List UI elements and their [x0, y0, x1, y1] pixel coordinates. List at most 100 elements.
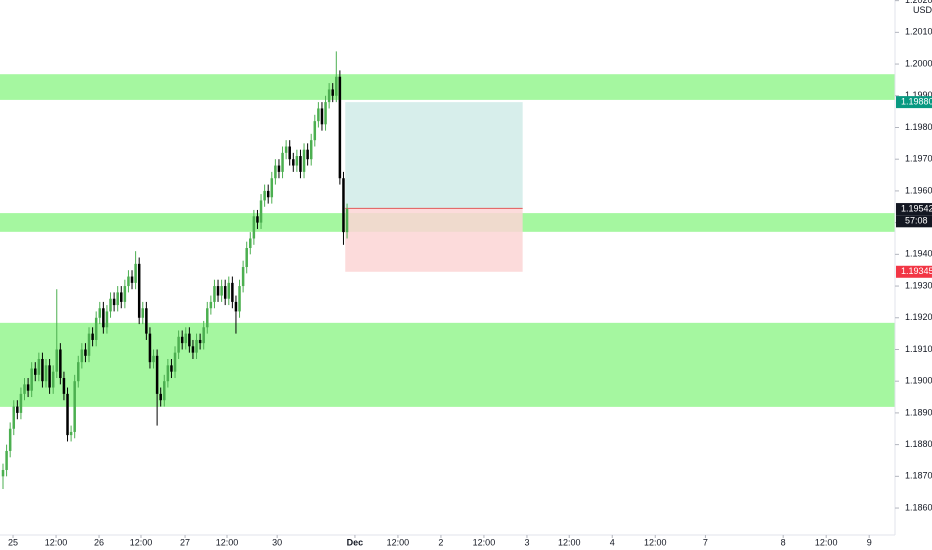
price-label-box: [896, 265, 932, 278]
candle-body: [55, 349, 59, 372]
x-tick-label: 12:00: [130, 537, 153, 547]
y-tick-label: 1.19200: [905, 312, 932, 322]
y-tick-label: 1.19800: [905, 122, 932, 132]
candle-body: [16, 406, 19, 413]
candle-body: [69, 431, 73, 436]
candle-body: [141, 308, 145, 318]
candle-body: [281, 152, 284, 172]
zone: [0, 322, 895, 407]
candle-body: [130, 276, 134, 283]
candle-body: [91, 333, 94, 340]
candle-body: [77, 362, 80, 382]
x-tick-label: 25: [8, 537, 18, 547]
candle-body: [41, 358, 44, 382]
candle-body: [213, 286, 216, 302]
y-tick-label: 1.19400: [905, 249, 932, 259]
candle-body: [105, 311, 109, 328]
candle-body: [163, 381, 166, 401]
x-tick-label: 27: [180, 537, 190, 547]
price-label-box: [896, 203, 932, 216]
y-tick-label: 1.19100: [905, 344, 932, 354]
candle-body: [155, 355, 159, 394]
candle-body: [302, 149, 306, 172]
candle-body: [23, 384, 26, 394]
candle-body: [145, 308, 148, 334]
candle-body: [266, 190, 270, 198]
candle-body: [309, 140, 313, 160]
candle-body: [116, 292, 119, 306]
candle-body: [335, 76, 338, 96]
candle-body: [84, 349, 87, 356]
countdown: 57:08: [905, 216, 928, 226]
price-label-box: [896, 96, 932, 109]
y-tick-label: 1.18600: [905, 502, 932, 512]
candle-body: [259, 200, 263, 223]
y-tick-label: 1.19300: [905, 280, 932, 290]
candle-body: [324, 102, 327, 125]
candle-body: [320, 108, 324, 125]
candle-body: [152, 355, 155, 363]
countdown-box: [896, 215, 932, 228]
candle-body: [306, 149, 309, 160]
candle-body: [87, 333, 91, 356]
candle-body: [206, 308, 209, 328]
candle-body: [249, 238, 252, 248]
candle-body: [73, 381, 76, 432]
y-tick-label: 1.19000: [905, 376, 932, 386]
candle-body: [159, 393, 162, 401]
candle-body: [123, 286, 127, 302]
candle-body: [263, 190, 266, 201]
candle-body: [26, 384, 30, 391]
candle-body: [234, 301, 238, 312]
stop-area: [345, 208, 523, 272]
candle-body: [62, 378, 66, 394]
candle-body: [30, 368, 33, 391]
candle-body: [37, 358, 41, 375]
candle-body: [191, 346, 195, 353]
price-label: 1.19880: [901, 96, 932, 106]
candle-body: [5, 450, 8, 470]
x-tick-label: 7: [703, 537, 708, 547]
y-tick-label: 1.18700: [905, 471, 932, 481]
candle-body: [173, 352, 177, 372]
candle-body: [44, 365, 48, 382]
x-tick-label: 12:00: [387, 537, 410, 547]
candle-body: [295, 156, 299, 166]
candle-body: [120, 292, 123, 302]
candle-body: [331, 89, 334, 96]
candle-body: [137, 263, 141, 318]
candle-body: [19, 393, 23, 413]
candle-body: [170, 365, 173, 372]
candle-body: [34, 368, 37, 375]
x-tick-label: 9: [867, 537, 872, 547]
candle-body: [277, 165, 281, 172]
candle-body: [223, 286, 227, 299]
candle-body: [48, 365, 51, 388]
y-tick-label: 1.20200: [905, 0, 932, 5]
price-label: 1.19542: [901, 204, 932, 214]
candle-body: [94, 317, 98, 340]
x-tick-label: 26: [94, 537, 104, 547]
x-tick-label: 3: [524, 537, 529, 547]
candle-body: [180, 336, 184, 344]
candle-body: [1, 469, 5, 477]
candle-body: [109, 298, 112, 312]
target-area: [345, 102, 523, 209]
candle-body: [245, 247, 248, 268]
x-tick-label: 30: [272, 537, 282, 547]
candle-body: [66, 393, 69, 436]
candle-body: [270, 178, 274, 198]
candles: [1, 51, 349, 490]
x-tick-label: 2: [438, 537, 443, 547]
candle-body: [202, 327, 205, 344]
candle-body: [313, 121, 317, 141]
candle-body: [98, 308, 102, 318]
candle-body: [12, 406, 16, 429]
candle-body: [51, 371, 55, 388]
candle-body: [252, 216, 256, 239]
axis-unit: USD: [913, 5, 932, 15]
candle-body: [216, 286, 220, 296]
candle-body: [166, 365, 170, 382]
